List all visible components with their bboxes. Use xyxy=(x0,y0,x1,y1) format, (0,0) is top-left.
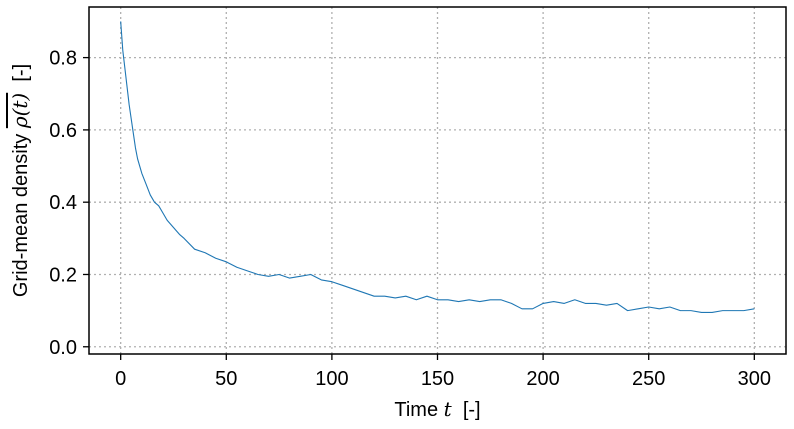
x-tick-label: 50 xyxy=(215,368,237,390)
series-line-0 xyxy=(120,21,755,313)
x-tick-label: 250 xyxy=(632,368,665,390)
x-tick-label: 100 xyxy=(315,368,348,390)
y-axis-label-suffix: [-] xyxy=(10,64,32,93)
y-tick-label: 0.6 xyxy=(49,120,77,142)
x-tick-label: 150 xyxy=(421,368,454,390)
y-axis-label-prefix: Grid-mean density xyxy=(10,128,32,297)
y-axis-ticks: 0.0 0.2 0.4 0.6 0.8 xyxy=(49,48,89,359)
x-axis-ticks: 0 50 100 150 200 250 300 xyxy=(115,354,771,390)
plot-area xyxy=(120,21,755,313)
x-tick-label: 300 xyxy=(738,368,771,390)
axes-frame xyxy=(88,6,787,355)
y-tick-label: 0.8 xyxy=(49,48,77,70)
x-tick-label: 0 xyxy=(115,368,126,390)
y-tick-label: 0.2 xyxy=(49,264,77,286)
grid xyxy=(89,7,786,354)
y-tick-label: 0.4 xyxy=(49,192,77,214)
y-axis-label: Grid-mean density ρ(t) [-] xyxy=(8,64,32,297)
y-tick-label: 0.0 xyxy=(49,337,77,359)
x-tick-label: 200 xyxy=(526,368,559,390)
x-axis-label: Time t [-] xyxy=(394,397,480,421)
x-axis-label-prefix: Time xyxy=(394,399,443,421)
x-axis-label-suffix: [-] xyxy=(452,399,481,421)
y-axis-label-math: ρ(t) xyxy=(8,93,32,129)
x-axis-label-math: t xyxy=(444,397,453,421)
